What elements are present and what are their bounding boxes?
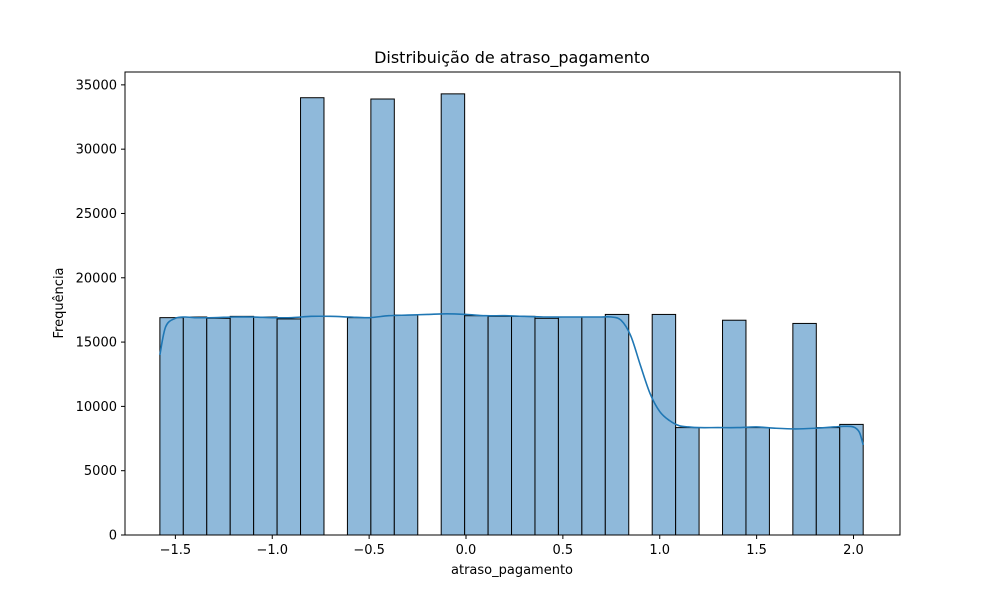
x-tick-label-7: 2.0 xyxy=(843,543,864,558)
histogram-bar-22 xyxy=(675,427,700,536)
histogram-bar-18 xyxy=(581,316,606,536)
y-axis-ticks: 0 5000 10000 15000 20000 25000 30000 35000 xyxy=(76,78,125,544)
histogram-bar-28 xyxy=(815,427,841,536)
y-tick-label-5: 25000 xyxy=(76,207,117,222)
x-tick-label-5: 1.0 xyxy=(649,543,670,558)
histogram-bar-15 xyxy=(511,315,536,536)
histogram-bar-16 xyxy=(534,317,559,536)
x-tick-label-3: 0.0 xyxy=(456,543,477,558)
histogram-bar-10 xyxy=(393,314,419,536)
histogram-bar-4 xyxy=(253,316,278,536)
histogram-bar-17 xyxy=(557,316,583,536)
histogram-bar-2 xyxy=(206,317,231,536)
y-tick-label-0: 0 xyxy=(109,529,117,544)
y-axis-label: Frequência xyxy=(52,267,67,338)
y-tick-label-3: 15000 xyxy=(76,336,117,351)
x-axis-ticks: −1.5 −1.0 −0.5 0.0 0.5 1.0 1.5 2.0 xyxy=(160,535,864,558)
histogram-bar-0 xyxy=(159,317,184,536)
histogram-bar-21 xyxy=(651,313,677,536)
histogram-bar-1 xyxy=(182,316,208,536)
histogram-bar-5 xyxy=(276,318,302,536)
x-tick-label-6: 1.5 xyxy=(746,543,767,558)
y-tick-label-2: 10000 xyxy=(76,400,117,415)
histogram-bar-8 xyxy=(346,317,372,536)
y-tick-label-1: 5000 xyxy=(84,464,117,479)
histogram-bar-19 xyxy=(604,313,630,536)
x-tick-label-4: 0.5 xyxy=(553,543,574,558)
x-axis-label: atraso_pagamento xyxy=(451,563,573,578)
x-tick-label-0: −1.5 xyxy=(160,543,192,558)
y-tick-label-6: 30000 xyxy=(76,143,117,158)
axes-frame xyxy=(124,71,901,536)
x-tick-label-2: −0.5 xyxy=(353,543,385,558)
histogram-bar-13 xyxy=(464,315,489,536)
histogram-bar-25 xyxy=(745,427,770,536)
histogram-bar-29 xyxy=(839,423,864,536)
kde-curve xyxy=(159,312,864,446)
y-tick-label-4: 20000 xyxy=(76,271,117,286)
x-tick-label-1: −1.0 xyxy=(256,543,288,558)
histogram-bar-14 xyxy=(487,315,513,536)
y-tick-label-7: 35000 xyxy=(76,78,117,93)
histogram-bar-3 xyxy=(229,315,255,536)
chart-title: Distribuição de atraso_pagamento xyxy=(374,48,650,68)
